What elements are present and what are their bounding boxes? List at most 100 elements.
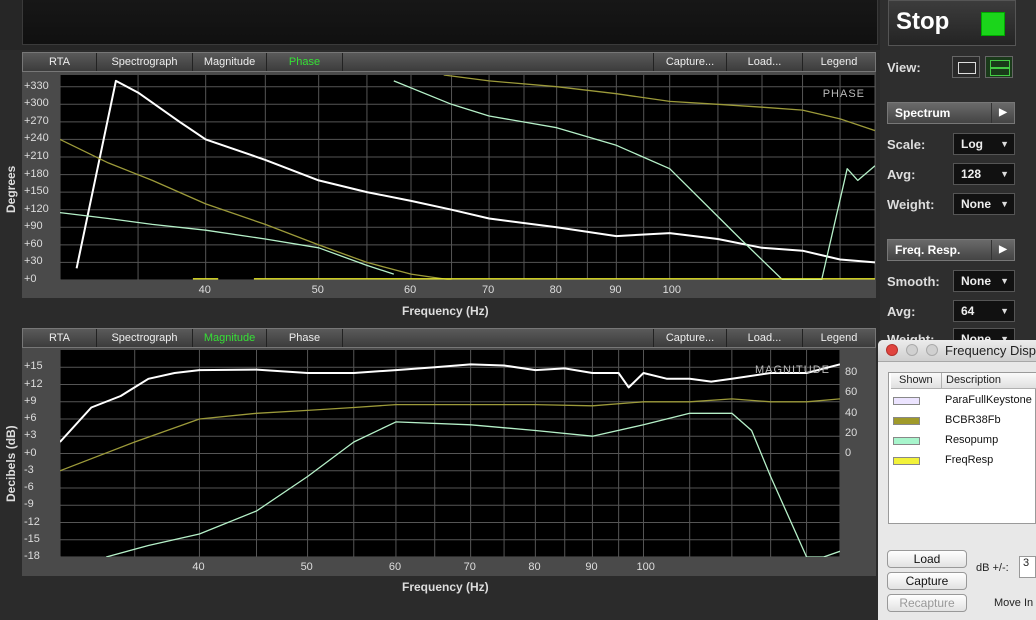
- series-line-white: [59, 363, 841, 443]
- y-tick-label: -12: [24, 515, 40, 528]
- magnitude-y-axis-label: Decibels (dB): [4, 425, 18, 502]
- phase-chart: [59, 74, 876, 281]
- phase-y-axis-label: Degrees: [4, 165, 18, 213]
- y-tick-label: +330: [24, 79, 49, 92]
- magnitude-tab-bar: RTA Spectrograph Magnitude Phase Capture…: [22, 328, 876, 348]
- dialog-title-bar[interactable]: [878, 340, 1036, 362]
- tab-rta[interactable]: RTA: [23, 329, 97, 347]
- load-button[interactable]: Load...: [727, 329, 803, 347]
- avg-select[interactable]: 128 ▼: [953, 163, 1015, 185]
- tab-spectrograph[interactable]: Spectrograph: [97, 329, 193, 347]
- capture-button[interactable]: Capture...: [653, 329, 727, 347]
- y-tick-label: -15: [24, 532, 40, 545]
- chevron-down-icon: ▼: [1000, 199, 1009, 209]
- x-tick-label: 60: [404, 284, 417, 296]
- zoom-icon[interactable]: [926, 344, 938, 356]
- stop-button-label: Stop: [896, 8, 950, 35]
- y-tick-label: +120: [24, 202, 49, 215]
- smooth-select[interactable]: None ▼: [953, 270, 1015, 292]
- scale-select[interactable]: Log ▼: [953, 133, 1015, 155]
- series-line-white: [75, 79, 876, 269]
- x-tick-label: 50: [311, 284, 324, 296]
- view-label: View:: [887, 60, 921, 75]
- y-tick-label: -9: [24, 498, 34, 511]
- y-tick-label: +15: [24, 360, 43, 373]
- dialog-title: Frequency Disp: [945, 343, 1036, 358]
- y-tick-label: -3: [24, 463, 34, 476]
- split-view-icon[interactable]: [985, 56, 1013, 78]
- y-tick-label: +270: [24, 114, 49, 127]
- recapture-button[interactable]: Recapture: [887, 594, 967, 612]
- load-button[interactable]: Load: [887, 550, 967, 568]
- series-line-olive: [443, 74, 876, 132]
- trace-name[interactable]: FreqResp: [945, 454, 994, 466]
- right-y-tick-label: 60: [845, 386, 858, 398]
- tab-magnitude[interactable]: Magnitude: [193, 329, 267, 347]
- capture-button[interactable]: Capture: [887, 572, 967, 590]
- freq-resp-section-button[interactable]: Freq. Resp. ▶: [887, 239, 1015, 261]
- y-tick-label: +3: [24, 429, 37, 442]
- tab-phase[interactable]: Phase: [267, 329, 343, 347]
- chevron-down-icon: ▼: [1000, 139, 1009, 149]
- load-button[interactable]: Load...: [727, 53, 803, 71]
- x-tick-label: 60: [388, 561, 402, 573]
- avg2-label: Avg:: [887, 304, 916, 319]
- tab-magnitude[interactable]: Magnitude: [193, 53, 267, 71]
- y-tick-label: +12: [24, 377, 43, 390]
- y-tick-label: +30: [24, 255, 43, 268]
- magnitude-watermark: MAGNITUDE: [755, 364, 830, 376]
- tab-rta[interactable]: RTA: [23, 53, 97, 71]
- y-tick-label: +0: [24, 446, 37, 459]
- phase-watermark: PHASE: [822, 88, 865, 100]
- series-line-olive: [59, 138, 452, 281]
- legend-button[interactable]: Legend: [820, 56, 858, 68]
- weight-value: None: [961, 197, 991, 211]
- y-tick-label: -18: [24, 550, 40, 562]
- toolbar-area: [22, 0, 878, 45]
- running-indicator: [981, 12, 1005, 36]
- avg2-select[interactable]: 64 ▼: [953, 300, 1015, 322]
- x-tick-label: 90: [609, 284, 622, 296]
- x-tick-label: 80: [528, 561, 541, 573]
- description-column-header[interactable]: Description: [941, 373, 1036, 389]
- smooth-label: Smooth:: [887, 274, 940, 289]
- shown-column-header[interactable]: Shown: [891, 373, 941, 389]
- phase-tab-bar: RTA Spectrograph Magnitude Phase Capture…: [22, 52, 876, 72]
- trace-name[interactable]: BCBR38Fb: [945, 414, 1001, 426]
- single-view-icon[interactable]: [952, 56, 980, 78]
- spectrum-section-label: Spectrum: [895, 106, 951, 120]
- close-icon[interactable]: [886, 344, 898, 356]
- phase-plot-area: PHASE: [59, 74, 876, 281]
- right-y-tick-label: 20: [845, 427, 858, 439]
- db-tolerance-input[interactable]: 3: [1019, 556, 1036, 578]
- series-line-olive: [59, 398, 841, 472]
- minimize-icon[interactable]: [906, 344, 918, 356]
- play-icon: ▶: [991, 240, 1014, 260]
- y-tick-label: -6: [24, 481, 34, 493]
- legend-button[interactable]: Legend: [820, 332, 858, 344]
- trace-color-swatch[interactable]: [893, 457, 920, 465]
- x-tick-label: 100: [662, 284, 682, 296]
- y-tick-label: +0: [24, 273, 37, 285]
- trace-color-swatch[interactable]: [893, 417, 920, 425]
- chevron-down-icon: ▼: [1000, 306, 1009, 316]
- weight-select[interactable]: None ▼: [953, 193, 1015, 215]
- capture-button[interactable]: Capture...: [653, 53, 727, 71]
- series-line-mint: [393, 80, 876, 281]
- right-y-tick-label: 80: [845, 366, 858, 378]
- trace-color-swatch[interactable]: [893, 397, 920, 405]
- trace-name[interactable]: ParaFullKeystone: [945, 394, 1032, 406]
- magnitude-plot-area: MAGNITUDE: [59, 350, 841, 558]
- tab-phase[interactable]: Phase: [267, 53, 343, 71]
- trace-color-swatch[interactable]: [893, 437, 920, 445]
- tab-spectrograph[interactable]: Spectrograph: [97, 53, 193, 71]
- right-y-tick-label: 40: [845, 407, 858, 419]
- spectrum-section-button[interactable]: Spectrum ▶: [887, 102, 1015, 124]
- x-tick-label: 70: [482, 284, 495, 296]
- trace-name[interactable]: Resopump: [945, 434, 999, 446]
- y-tick-label: +90: [24, 220, 43, 233]
- y-tick-label: +60: [24, 237, 43, 250]
- chevron-down-icon: ▼: [1000, 169, 1009, 179]
- phase-x-axis-label: Frequency (Hz): [402, 304, 489, 318]
- magnitude-chart: [59, 350, 841, 558]
